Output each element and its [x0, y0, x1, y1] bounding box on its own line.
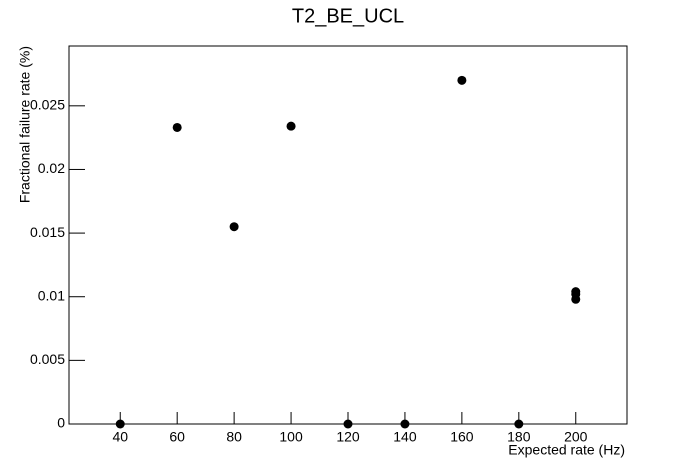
data-point	[571, 294, 581, 304]
y-tick-label: 0.015	[30, 224, 65, 240]
x-tick-label: 120	[336, 429, 360, 445]
data-point	[400, 419, 410, 429]
x-tick-label: 60	[169, 429, 185, 445]
x-tick-label: 200	[564, 429, 588, 445]
y-axis-label: Fractional failure rate (%)	[17, 46, 33, 203]
x-axis-label: Expected rate (Hz)	[508, 442, 625, 458]
data-point	[457, 75, 467, 85]
x-tick-label: 160	[450, 429, 474, 445]
data-point	[286, 121, 296, 131]
x-tick-label: 80	[226, 429, 242, 445]
y-tick-label: 0.01	[38, 287, 65, 303]
chart-title: T2_BE_UCL	[292, 5, 404, 27]
data-point	[229, 222, 239, 232]
y-tick-label: 0.02	[38, 160, 65, 176]
data-point	[343, 419, 353, 429]
y-tick-label: 0.005	[30, 351, 65, 367]
x-tick-label: 100	[279, 429, 303, 445]
x-tick-label: 40	[112, 429, 128, 445]
y-tick-label: 0	[57, 415, 65, 431]
x-tick-label: 180	[507, 429, 531, 445]
data-point	[115, 419, 125, 429]
data-point	[514, 419, 524, 429]
x-tick-label: 140	[393, 429, 417, 445]
y-tick-label: 0.025	[30, 97, 65, 113]
data-point	[172, 122, 182, 132]
